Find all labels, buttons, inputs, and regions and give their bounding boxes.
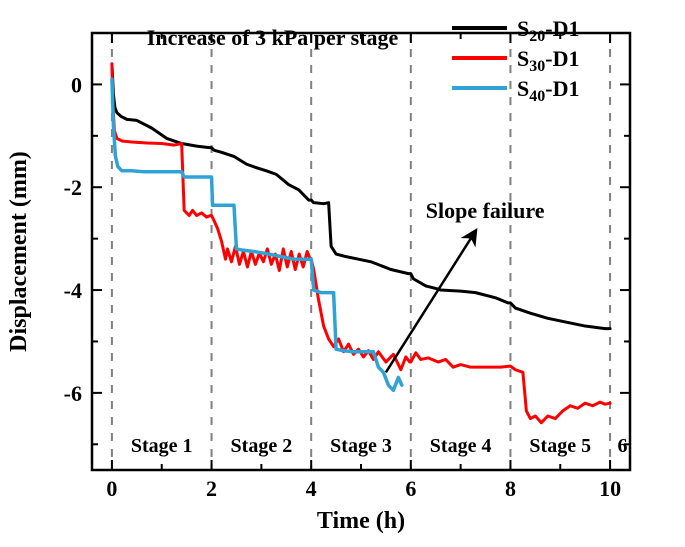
y-tick-label: -4 <box>64 278 82 303</box>
y-tick-label: -6 <box>64 381 82 406</box>
stage-label: Stage 2 <box>231 435 293 457</box>
x-tick-label: 2 <box>206 476 217 501</box>
y-axis-label: Displacement (mm) <box>6 151 32 352</box>
x-tick-label: 8 <box>505 476 516 501</box>
stage-label: Stage 5 <box>529 435 591 457</box>
annotation-arrow <box>386 231 476 372</box>
chart-container: Slope failureIncrease of 3 kPa per stage… <box>0 0 685 547</box>
legend-label: S20-D1 <box>517 16 579 45</box>
x-tick-label: 6 <box>405 476 416 501</box>
x-tick-label: 4 <box>306 476 317 501</box>
series-line <box>112 79 402 390</box>
stage-label: 6 <box>618 435 628 457</box>
stage-label: Stage 1 <box>131 435 193 457</box>
x-tick-label: 10 <box>599 476 621 501</box>
line-chart: Slope failureIncrease of 3 kPa per stage… <box>0 0 685 547</box>
annotation-text: Slope failure <box>426 198 545 223</box>
legend-label: S30-D1 <box>517 46 579 75</box>
x-axis-label: Time (h) <box>317 508 405 534</box>
y-tick-label: -2 <box>64 175 82 200</box>
series-line <box>112 64 610 423</box>
y-tick-label: 0 <box>71 72 82 97</box>
x-tick-label: 0 <box>106 476 117 501</box>
stage-label: Stage 3 <box>330 435 392 457</box>
legend-label: S40-D1 <box>517 76 579 105</box>
stage-label: Stage 4 <box>430 435 492 457</box>
